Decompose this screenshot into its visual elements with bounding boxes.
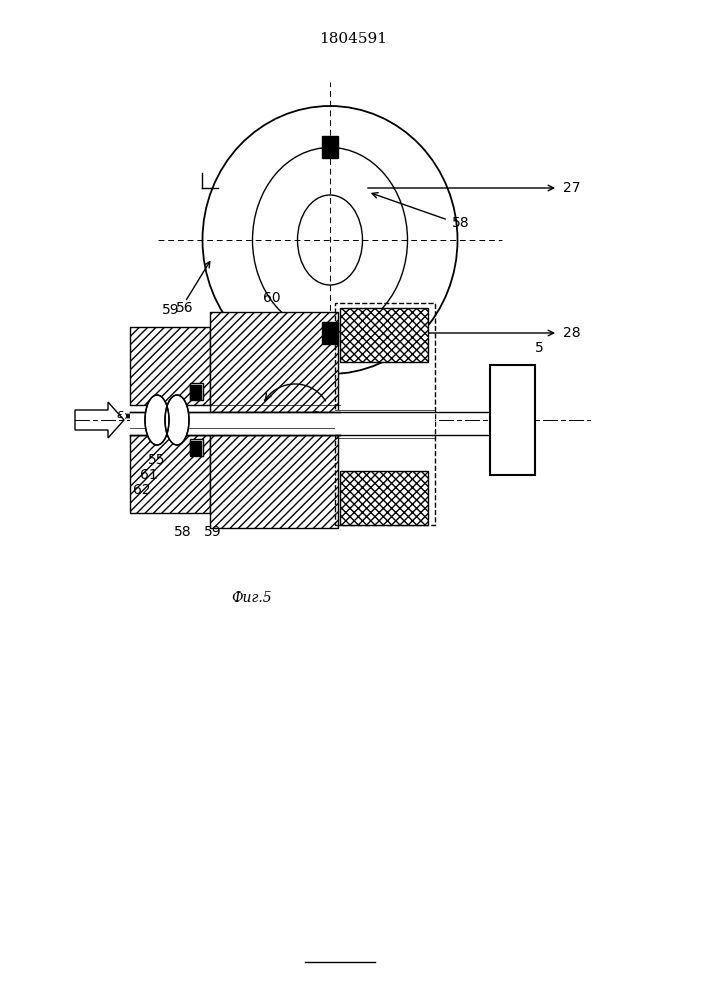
Text: 27: 27 xyxy=(563,181,580,195)
Bar xyxy=(340,471,428,525)
Bar xyxy=(130,435,210,513)
Bar xyxy=(210,435,338,528)
Bar xyxy=(340,471,428,525)
Bar xyxy=(190,439,203,456)
Bar xyxy=(322,322,338,344)
Text: 58: 58 xyxy=(452,216,469,230)
Text: 60: 60 xyxy=(263,291,281,305)
Text: 59: 59 xyxy=(162,303,180,317)
Text: 56: 56 xyxy=(176,301,194,315)
Bar xyxy=(340,308,428,362)
Ellipse shape xyxy=(165,395,189,445)
Text: 59: 59 xyxy=(204,525,222,539)
Text: 55: 55 xyxy=(148,453,165,467)
Text: Фиг.5: Фиг.5 xyxy=(232,591,272,605)
Bar xyxy=(190,441,201,455)
Bar xyxy=(335,410,435,430)
Text: 61: 61 xyxy=(140,468,158,482)
Bar xyxy=(210,435,338,528)
Bar xyxy=(130,412,340,435)
Text: Фиг.4: Фиг.4 xyxy=(310,411,350,425)
Bar xyxy=(322,136,338,158)
Text: 58: 58 xyxy=(174,525,192,539)
Bar xyxy=(210,312,338,412)
Bar xyxy=(340,308,428,362)
Bar xyxy=(130,327,210,405)
Text: 5: 5 xyxy=(535,341,544,355)
Text: 28: 28 xyxy=(563,326,580,340)
Bar xyxy=(210,312,338,412)
Bar xyxy=(190,383,203,400)
Text: 62: 62 xyxy=(133,483,151,497)
Bar xyxy=(130,327,210,405)
Ellipse shape xyxy=(145,395,169,445)
Text: ε: ε xyxy=(117,408,124,420)
Bar xyxy=(490,365,535,475)
Bar xyxy=(335,303,435,525)
Text: 1804591: 1804591 xyxy=(319,32,387,46)
Bar xyxy=(130,435,210,513)
Bar xyxy=(190,385,201,399)
